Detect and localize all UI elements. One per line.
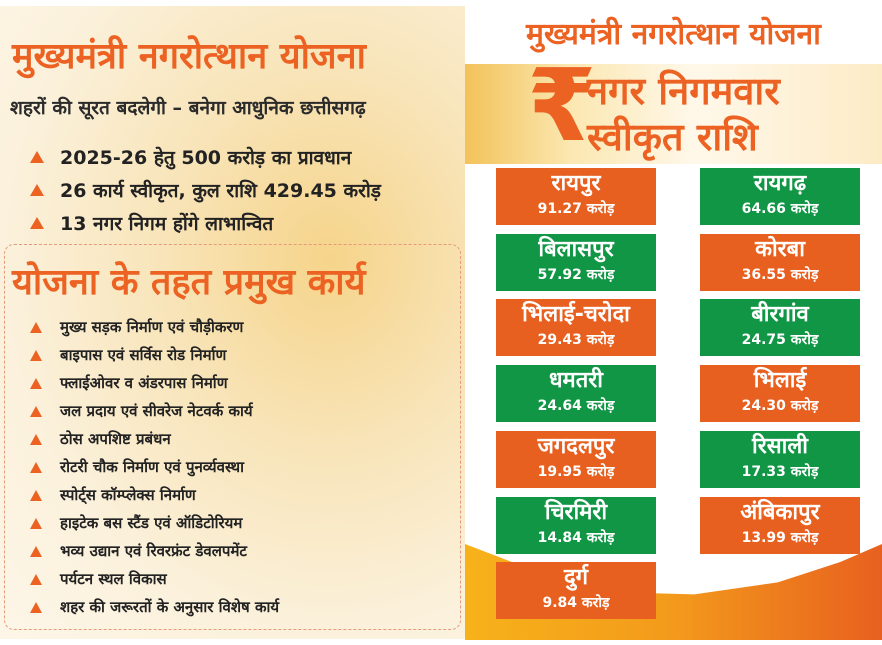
work-text: मुख्य सड़क निर्माण एवं चौड़ीकरण: [60, 318, 244, 336]
scheme-subtitle: शहरों की सूरत बदलेगी – बनेगा आधुनिक छत्त…: [10, 97, 366, 119]
corporation-funds-panel: मुख्यमंत्री नगरोत्थान योजना ₹ नगर निगमवा…: [465, 4, 882, 640]
work-item: मुख्य सड़क निर्माण एवं चौड़ीकरण: [30, 313, 279, 341]
work-text: भव्य उद्यान एवं रिवरफ्रंट डेवलपमेंट: [60, 542, 247, 560]
triangle-bullet-icon: [30, 489, 42, 501]
work-item: पर्यटन स्थल विकास: [30, 565, 279, 593]
corporation-card: भिलाई 24.30 करोड़: [700, 365, 860, 423]
corporation-name: रायगढ़: [753, 171, 807, 196]
work-text: फ्लाईओवर व अंडरपास निर्माण: [60, 374, 228, 392]
work-text: रोटरी चौक निर्माण एवं पुनर्व्यवस्था: [60, 458, 244, 476]
triangle-bullet-icon: [30, 150, 44, 163]
work-text: शहर की जरूरतों के अनुसार विशेष कार्य: [60, 598, 280, 616]
corporation-card: रायगढ़ 64.66 करोड़: [700, 168, 860, 225]
corporation-name: बिलासपुर: [538, 236, 614, 262]
corporation-amount: 13.99 करोड़: [741, 529, 819, 546]
corporation-card: चिरमिरी 14.84 करोड़: [496, 496, 656, 554]
corporation-name: दुर्ग: [563, 565, 589, 591]
corporation-amount: 57.92 करोड़: [537, 266, 615, 283]
corporation-card: बिलासपुर 57.92 करोड़: [496, 233, 656, 291]
corporation-name: कोरबा: [755, 236, 805, 262]
highlights-list: 2025-26 हेतु 500 करोड़ का प्रावधान 26 का…: [30, 140, 381, 239]
triangle-bullet-icon: [30, 461, 42, 473]
triangle-bullet-icon: [30, 377, 42, 389]
work-text: बाइपास एवं सर्विस रोड निर्माण: [60, 346, 227, 364]
work-text: ठोस अपशिष्ट प्रबंधन: [60, 430, 171, 448]
triangle-bullet-icon: [30, 183, 44, 196]
triangle-bullet-icon: [30, 216, 44, 229]
triangle-bullet-icon: [30, 405, 42, 417]
work-text: हाइटेक बस स्टैंड एवं ऑडिटोरियम: [60, 514, 243, 532]
corporation-name: रायपुर: [551, 171, 601, 196]
work-text: स्पोर्ट्स कॉम्प्लेक्स निर्माण: [60, 486, 196, 504]
work-item: बाइपास एवं सर्विस रोड निर्माण: [30, 341, 279, 369]
corporation-card: रिसाली 17.33 करोड़: [700, 430, 860, 488]
corporation-amount: 9.84 करोड़: [542, 595, 610, 612]
corporation-amount: 24.30 करोड़: [741, 398, 819, 415]
highlight-text: 2025-26 हेतु 500 करोड़ का प्रावधान: [60, 146, 352, 169]
corporation-card: अंबिकापुर 13.99 करोड़: [700, 496, 860, 554]
highlight-text: 26 कार्य स्वीकृत, कुल राशि 429.45 करोड़: [60, 179, 381, 202]
work-item: ठोस अपशिष्ट प्रबंधन: [30, 425, 279, 453]
work-item: स्पोर्ट्स कॉम्प्लेक्स निर्माण: [30, 481, 279, 509]
works-heading: योजना के तहत प्रमुख कार्य: [12, 262, 366, 303]
right-title: मुख्यमंत्री नगरोत्थान योजना: [526, 17, 821, 52]
scheme-overview-panel: मुख्यमंत्री नगरोत्थान योजना शहरों की सूर…: [0, 6, 470, 639]
work-text: पर्यटन स्थल विकास: [60, 570, 167, 588]
corporation-card: रायपुर 91.27 करोड़: [496, 168, 656, 225]
corporation-amount: 91.27 करोड़: [537, 201, 615, 217]
corporation-name: बीरगांव: [751, 302, 809, 328]
triangle-bullet-icon: [30, 517, 42, 529]
corporation-name: जगदलपुर: [537, 433, 615, 459]
work-item: जल प्रदाय एवं सीवरेज नेटवर्क कार्य: [30, 397, 279, 425]
corporation-name: भिलाई: [753, 368, 807, 394]
works-box: [4, 244, 461, 630]
rupee-icon: ₹: [527, 47, 597, 164]
corporation-amount: 24.64 करोड़: [537, 398, 615, 415]
banner: ₹ नगर निगमवार स्वीकृत राशि: [465, 56, 882, 164]
highlight-text: 13 नगर निगम होंगे लाभान्वित: [60, 212, 274, 235]
corporation-amount: 19.95 करोड़: [537, 463, 615, 480]
corporation-amount: 17.33 करोड़: [741, 463, 819, 480]
work-item: हाइटेक बस स्टैंड एवं ऑडिटोरियम: [30, 509, 279, 537]
triangle-bullet-icon: [30, 573, 42, 585]
work-item: फ्लाईओवर व अंडरपास निर्माण: [30, 369, 279, 397]
corporation-name: धमतरी: [549, 368, 603, 394]
triangle-bullet-icon: [30, 349, 42, 361]
corporation-name: रिसाली: [752, 433, 808, 459]
corporation-name: भिलाई-चरोदा: [522, 302, 630, 328]
highlight-item: 26 कार्य स्वीकृत, कुल राशि 429.45 करोड़: [30, 173, 381, 206]
triangle-bullet-icon: [30, 433, 42, 445]
corporation-amount: 29.43 करोड़: [537, 332, 615, 349]
work-item: भव्य उद्यान एवं रिवरफ्रंट डेवलपमेंट: [30, 537, 279, 565]
corporation-card: जगदलपुर 19.95 करोड़: [496, 430, 656, 488]
corporation-card: बीरगांव 24.75 करोड़: [700, 299, 860, 357]
scheme-title: मुख्यमंत्री नगरोत्थान योजना: [12, 36, 366, 77]
banner-line-1: नगर निगमवार: [587, 69, 780, 113]
corporation-amount: 24.75 करोड़: [741, 332, 819, 349]
banner-line-2: स्वीकृत राशि: [587, 115, 758, 159]
corporation-name: अंबिकापुर: [740, 499, 820, 525]
work-text: जल प्रदाय एवं सीवरेज नेटवर्क कार्य: [60, 402, 253, 420]
highlight-item: 13 नगर निगम होंगे लाभान्वित: [30, 206, 381, 239]
corporation-amount: 36.55 करोड़: [741, 266, 819, 283]
corporation-card: दुर्ग 9.84 करोड़: [496, 562, 656, 620]
triangle-bullet-icon: [30, 321, 42, 333]
corporation-amount: 64.66 करोड़: [741, 201, 819, 217]
work-item: शहर की जरूरतों के अनुसार विशेष कार्य: [30, 593, 279, 621]
highlight-item: 2025-26 हेतु 500 करोड़ का प्रावधान: [30, 140, 381, 173]
corporation-card: भिलाई-चरोदा 29.43 करोड़: [496, 299, 656, 357]
works-list: मुख्य सड़क निर्माण एवं चौड़ीकरण बाइपास एव…: [30, 313, 279, 621]
triangle-bullet-icon: [30, 545, 42, 557]
triangle-bullet-icon: [30, 601, 42, 613]
corporation-card: कोरबा 36.55 करोड़: [700, 233, 860, 291]
work-item: रोटरी चौक निर्माण एवं पुनर्व्यवस्था: [30, 453, 279, 481]
corporation-card: धमतरी 24.64 करोड़: [496, 365, 656, 423]
corporation-amount: 14.84 करोड़: [537, 529, 615, 546]
corporation-name: चिरमिरी: [544, 499, 608, 525]
